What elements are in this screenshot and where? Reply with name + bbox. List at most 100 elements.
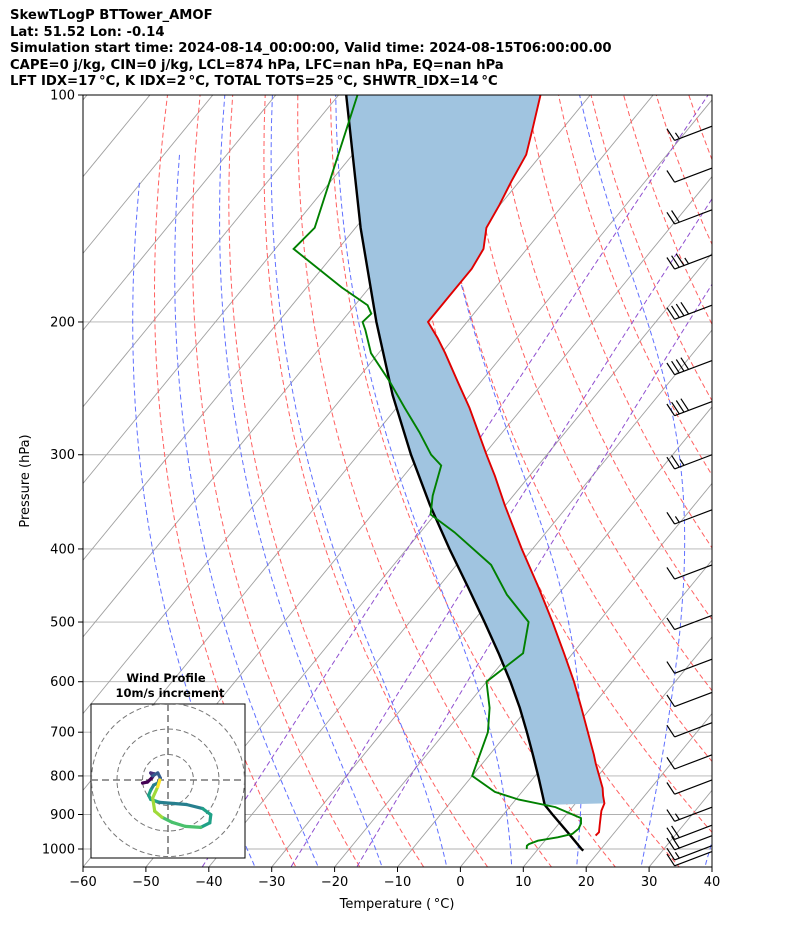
isotherm-line [83, 95, 214, 255]
background-lines [83, 61, 794, 881]
hodograph-subtitle: 10m/s increment [116, 686, 225, 700]
wind-barb [666, 253, 713, 270]
dry-adiabat [741, 61, 794, 881]
dry-adiabat [263, 95, 489, 867]
moist-adiabat [579, 95, 686, 867]
moist-adiabat [219, 95, 383, 867]
dry-adiabat [427, 95, 712, 763]
hodograph-trace [140, 771, 213, 830]
moist-adiabat [270, 95, 448, 867]
wind-barb [666, 722, 713, 738]
dry-adiabat [688, 95, 712, 161]
y-tick-label: 100 [50, 89, 75, 104]
hodograph-segment [201, 806, 213, 817]
isotherm-line [585, 712, 712, 867]
isotherm-line [334, 406, 712, 867]
cape-cin-shading [346, 95, 605, 805]
wind-barb [666, 845, 713, 861]
dewpoint-profile-line [292, 95, 582, 850]
hodograph-segment [172, 801, 188, 807]
x-tick-label: −50 [132, 875, 159, 890]
dry-adiabat [191, 95, 361, 867]
wind-barb [666, 754, 713, 770]
isotherm-line [711, 866, 712, 867]
isotherm-line [396, 482, 712, 867]
wind-barb [666, 125, 713, 141]
isotherm-line [83, 95, 591, 715]
sounding-profiles [292, 95, 606, 852]
isotherm-line [208, 252, 712, 867]
wind-barb [666, 824, 713, 840]
y-axis-label: Pressure (hPa) [18, 434, 33, 527]
chart-title-block: SkewTLogP BTTower_AMOF Lat: 51.52 Lon: -… [10, 8, 612, 91]
isotherm-line [648, 789, 712, 867]
x-tick-label: −10 [384, 875, 411, 890]
y-tick-label: 900 [50, 808, 75, 823]
hodograph-rings [91, 704, 245, 858]
hodograph-segment [170, 820, 187, 829]
hodograph-segment [151, 784, 160, 800]
moist-adiabat [704, 839, 712, 867]
hodograph-segment [156, 778, 162, 789]
dry-adiabat [492, 95, 712, 621]
x-tick-label: 0 [456, 875, 464, 890]
moist-adiabat [174, 154, 319, 867]
hodograph-segment [183, 824, 203, 830]
location-line: Lat: 51.52 Lon: -0.14 [10, 24, 165, 40]
dry-adiabat [590, 95, 712, 402]
x-tick-label: 10 [515, 875, 532, 890]
y-tick-label: 400 [50, 542, 75, 557]
stability-indices-line: LFT IDX=17 °C, K IDX=2 °C, TOTAL TOTS=25… [10, 74, 498, 90]
y-tick-label: 800 [50, 769, 75, 784]
wind-barb [666, 564, 713, 580]
x-tick-label: −60 [69, 875, 96, 890]
x-tick-label: 30 [641, 875, 658, 890]
y-tick-label: 700 [50, 726, 75, 741]
y-tick-label: 1000 [42, 843, 75, 858]
moist-adiabat [764, 61, 794, 881]
wind-barb [666, 167, 713, 183]
chart-title: SkewTLogP BTTower_AMOF [10, 8, 213, 23]
hodograph-segment [151, 796, 157, 813]
x-tick-label: −30 [258, 875, 285, 890]
x-tick-label: 40 [704, 875, 721, 890]
hodograph-segment [199, 821, 212, 830]
x-axis-label: Temperature ( °C) [339, 897, 455, 912]
wind-barb [666, 454, 713, 470]
isotherm-line [83, 95, 340, 408]
dry-adiabat [773, 61, 794, 881]
dry-adiabat [710, 61, 794, 881]
x-tick-label: −40 [195, 875, 222, 890]
x-axis-ticks: −60 −50 −40 −30 −20 −10 0 10 20 30 40 [69, 867, 720, 890]
x-tick-label: 20 [578, 875, 595, 890]
dry-adiabat [228, 95, 425, 867]
isotherm-line [83, 95, 403, 485]
dry-adiabat [460, 95, 712, 692]
y-tick-label: 200 [50, 315, 75, 330]
wind-barb [666, 658, 713, 674]
wind-barb [666, 209, 713, 225]
hodograph-ring [91, 704, 245, 857]
hodograph-segment [184, 802, 205, 811]
wind-barb [666, 301, 713, 320]
y-tick-label: 300 [50, 448, 75, 463]
wind-barb [666, 835, 713, 851]
hodograph-segment [158, 800, 176, 806]
convective-parameters-line: CAPE=0 j/kg, CIN=0 j/kg, LCL=874 hPa, LF… [10, 57, 504, 73]
wind-barb [666, 509, 713, 525]
temperature-profile-line [426, 95, 606, 837]
wind-barb [666, 691, 713, 708]
isotherm-line [522, 636, 712, 867]
dry-adiabat [655, 95, 712, 246]
isotherm-line [764, 61, 794, 881]
moist-adiabat [428, 95, 583, 867]
wind-barb [666, 357, 713, 376]
dry-adiabat [557, 95, 712, 477]
simulation-time-line: Simulation start time: 2024-08-14_00:00:… [10, 41, 612, 57]
wind-barb [666, 806, 713, 822]
x-tick-label: −20 [321, 875, 348, 890]
hodograph-segment [160, 815, 174, 824]
isotherm-line [271, 329, 712, 867]
cin-area [346, 95, 605, 805]
